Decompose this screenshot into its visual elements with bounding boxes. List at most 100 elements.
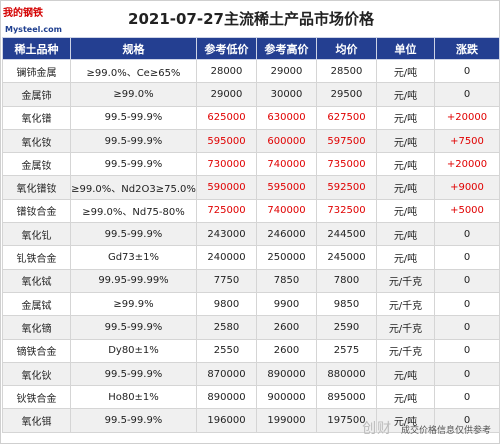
cell-spec: 99.5-99.9% bbox=[70, 152, 197, 177]
cell-high: 595000 bbox=[256, 175, 317, 200]
cell-variety: 氧化镨 bbox=[2, 105, 71, 130]
cell-high: 890000 bbox=[256, 361, 317, 387]
table-row: 钬铁合金 Ho80±1% 890000 900000 895000 元/吨 0 bbox=[2, 385, 500, 410]
disclaimer-note: 成交价格信息仅供参考 bbox=[400, 426, 491, 436]
cell-change: 0 bbox=[434, 408, 500, 433]
table-row: 氧化钬 99.5-99.9% 870000 890000 880000 元/吨 0 bbox=[2, 361, 500, 387]
cell-avg: 245000 bbox=[316, 245, 377, 270]
cell-change: 0 bbox=[434, 291, 500, 317]
cell-unit: 元/吨 bbox=[376, 222, 435, 247]
cell-avg: 28500 bbox=[316, 58, 377, 84]
cell-unit: 元/吨 bbox=[376, 385, 435, 410]
cell-change: +20000 bbox=[434, 105, 500, 130]
cell-high: 740000 bbox=[256, 198, 317, 224]
cell-high: 199000 bbox=[256, 408, 317, 433]
cell-high: 900000 bbox=[256, 385, 317, 410]
table-row: 氧化铽 99.95-99.99% 7750 7850 7800 元/千克 0 bbox=[2, 268, 500, 293]
table-row: 氧化钆 99.5-99.9% 243000 246000 244500 元/吨 0 bbox=[2, 222, 500, 247]
cell-avg: 895000 bbox=[316, 385, 377, 410]
table-row: 金属铈 ≥99.0% 29000 30000 29500 元/吨 0 bbox=[2, 82, 500, 107]
col-header-variety: 稀土品种 bbox=[2, 37, 71, 60]
cell-spec: Ho80±1% bbox=[70, 385, 197, 410]
col-header-change: 涨跌 bbox=[434, 37, 500, 60]
cell-spec: ≥99.0% bbox=[70, 82, 197, 107]
cell-variety: 氧化钬 bbox=[2, 361, 71, 387]
cell-high: 246000 bbox=[256, 222, 317, 247]
cell-variety: 金属钕 bbox=[2, 152, 71, 177]
cell-change: 0 bbox=[434, 82, 500, 107]
cell-spec: 99.5-99.9% bbox=[70, 361, 197, 387]
cell-avg: 735000 bbox=[316, 152, 377, 177]
cell-high: 2600 bbox=[256, 338, 317, 363]
cell-avg: 592500 bbox=[316, 175, 377, 200]
cell-spec: 99.5-99.9% bbox=[70, 315, 197, 340]
cell-change: 0 bbox=[434, 222, 500, 247]
cell-change: 0 bbox=[434, 361, 500, 387]
cell-avg: 627500 bbox=[316, 105, 377, 130]
logo-brand: Mysteel.com bbox=[5, 25, 62, 34]
cell-variety: 镝铁合金 bbox=[2, 338, 71, 363]
col-header-unit: 单位 bbox=[376, 37, 435, 60]
cell-change: +9000 bbox=[434, 175, 500, 200]
cell-change: +5000 bbox=[434, 198, 500, 224]
cell-avg: 597500 bbox=[316, 128, 377, 154]
cell-avg: 29500 bbox=[316, 82, 377, 107]
table-row: 金属铽 ≥99.9% 9800 9900 9850 元/千克 0 bbox=[2, 291, 500, 317]
cell-variety: 氧化钆 bbox=[2, 222, 71, 247]
cell-low: 2550 bbox=[196, 338, 257, 363]
cell-spec: 99.5-99.9% bbox=[70, 222, 197, 247]
cell-unit: 元/吨 bbox=[376, 128, 435, 154]
cell-low: 590000 bbox=[196, 175, 257, 200]
cell-change: +20000 bbox=[434, 152, 500, 177]
cell-low: 870000 bbox=[196, 361, 257, 387]
cell-high: 7850 bbox=[256, 268, 317, 293]
cell-unit: 元/吨 bbox=[376, 245, 435, 270]
cell-variety: 氧化镨钕 bbox=[2, 175, 71, 200]
cell-high: 2600 bbox=[256, 315, 317, 340]
cell-spec: ≥99.9% bbox=[70, 291, 197, 317]
cell-variety: 氧化铒 bbox=[2, 408, 71, 433]
cell-unit: 元/吨 bbox=[376, 152, 435, 177]
col-header-high: 参考高价 bbox=[256, 37, 317, 60]
cell-low: 725000 bbox=[196, 198, 257, 224]
title-bar: 2021-07-27主流稀土产品市场价格 我的钢铁 Mysteel.com bbox=[1, 1, 499, 37]
cell-unit: 元/千克 bbox=[376, 268, 435, 293]
cell-low: 890000 bbox=[196, 385, 257, 410]
table-row: 氧化钕 99.5-99.9% 595000 600000 597500 元/吨 +7500 bbox=[2, 128, 500, 154]
cell-avg: 244500 bbox=[316, 222, 377, 247]
cell-spec: Gd73±1% bbox=[70, 245, 197, 270]
cell-spec: Dy80±1% bbox=[70, 338, 197, 363]
cell-avg: 9850 bbox=[316, 291, 377, 317]
col-header-spec: 规格 bbox=[70, 37, 197, 60]
table-row: 氧化铒 99.5-99.9% 196000 199000 197500 元/吨 0 bbox=[2, 408, 500, 433]
cell-low: 625000 bbox=[196, 105, 257, 130]
cell-low: 595000 bbox=[196, 128, 257, 154]
cell-change: 0 bbox=[434, 268, 500, 293]
cell-low: 730000 bbox=[196, 152, 257, 177]
cell-unit: 元/千克 bbox=[376, 338, 435, 363]
cell-spec: 99.5-99.9% bbox=[70, 105, 197, 130]
table-header-row: 稀土品种 规格 参考低价 参考高价 均价 单位 涨跌 bbox=[2, 37, 500, 60]
cell-unit: 元/吨 bbox=[376, 58, 435, 84]
cell-spec: 99.5-99.9% bbox=[70, 408, 197, 433]
page-title: 2021-07-27主流稀土产品市场价格 bbox=[128, 10, 374, 28]
cell-avg: 2575 bbox=[316, 338, 377, 363]
cell-change: 0 bbox=[434, 338, 500, 363]
watermark: 创财 成交价格信息仅供参考 bbox=[362, 418, 491, 438]
cell-unit: 元/吨 bbox=[376, 82, 435, 107]
cell-high: 9900 bbox=[256, 291, 317, 317]
col-header-avg: 均价 bbox=[316, 37, 377, 60]
cell-low: 7750 bbox=[196, 268, 257, 293]
cell-change: 0 bbox=[434, 385, 500, 410]
cell-spec: 99.5-99.9% bbox=[70, 128, 197, 154]
cell-avg: 197500 bbox=[316, 408, 377, 433]
cell-high: 630000 bbox=[256, 105, 317, 130]
cell-high: 30000 bbox=[256, 82, 317, 107]
table-row: 氧化镨钕 ≥99.0%、Nd2O3≥75.0% 590000 595000 592500… bbox=[2, 175, 500, 200]
cell-variety: 钬铁合金 bbox=[2, 385, 71, 410]
table-row: 镧铈金属 ≥99.0%、Ce≥65% 28000 29000 28500 元/吨 0 bbox=[2, 58, 500, 84]
cell-unit: 元/吨 bbox=[376, 175, 435, 200]
cell-unit: 元/吨 bbox=[376, 198, 435, 224]
table-row: 镝铁合金 Dy80±1% 2550 2600 2575 元/千克 0 bbox=[2, 338, 500, 363]
